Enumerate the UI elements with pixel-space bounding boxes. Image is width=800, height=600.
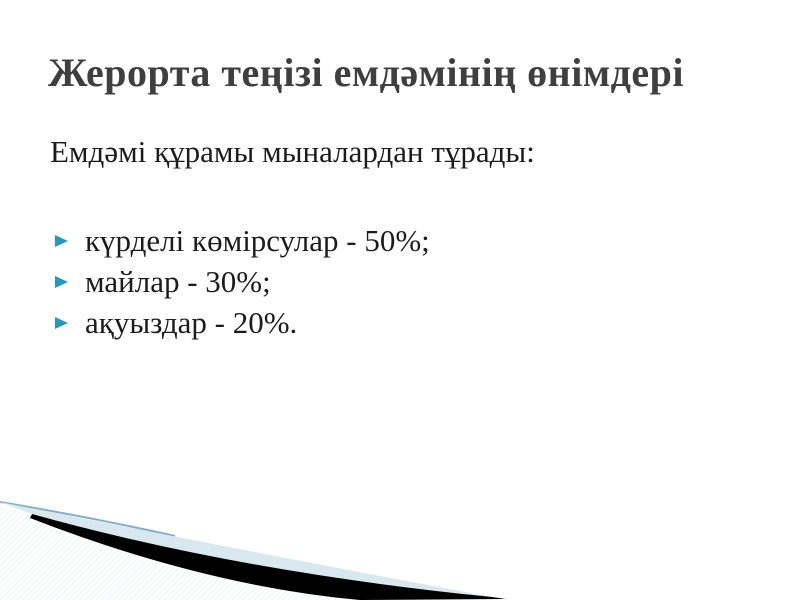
bullet-list: күрделі көмірсулар - 50%; майлар - 30%; … <box>50 220 750 343</box>
intro-text: Емдәмі құрамы мыналардан тұрады: <box>50 134 535 169</box>
list-item-text: күрделі көмірсулар - 50%; <box>85 223 430 258</box>
slide-body: Емдәмі құрамы мыналардан тұрады: күрделі… <box>50 132 750 343</box>
list-item-text: ақуыздар - 20%. <box>85 305 298 340</box>
bullet-triangle-icon <box>55 316 68 329</box>
bullet-triangle-icon <box>55 275 68 288</box>
bottom-left-swoosh-decoration <box>0 501 506 600</box>
bullet-triangle-icon <box>55 234 68 247</box>
accent-line <box>0 501 176 537</box>
black-swoosh <box>30 514 506 600</box>
slide-title: Жерорта теңізі емдәмінің өнімдері <box>48 49 684 95</box>
list-item: күрделі көмірсулар - 50%; <box>50 220 750 261</box>
list-item: майлар - 30%; <box>50 261 750 302</box>
list-item-text: майлар - 30%; <box>85 264 271 299</box>
list-item: ақуыздар - 20%. <box>50 302 750 343</box>
